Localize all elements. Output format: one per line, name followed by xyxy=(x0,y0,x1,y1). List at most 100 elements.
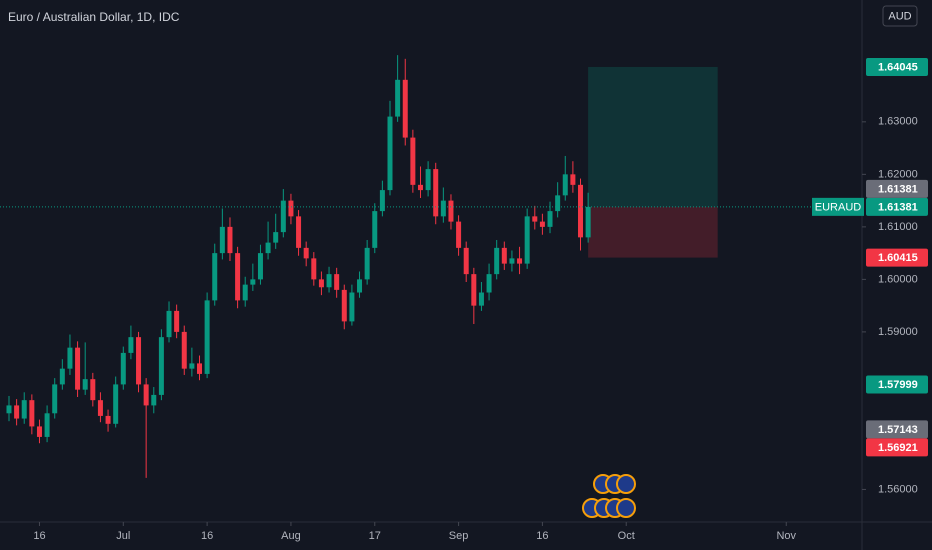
candle-body xyxy=(21,400,27,419)
x-tick-label: 16 xyxy=(33,530,45,542)
candle-body xyxy=(448,200,454,222)
candle-body xyxy=(364,247,370,280)
y-tick-label: 1.59000 xyxy=(878,326,918,338)
candle-body xyxy=(478,292,484,306)
price-badge xyxy=(866,179,928,198)
price-badge xyxy=(866,197,928,216)
symbol-label: EURAUD xyxy=(815,201,862,213)
candle-body xyxy=(181,331,187,369)
price-badge-label: 1.60415 xyxy=(878,252,918,264)
candle-body xyxy=(288,200,294,217)
y-tick-label: 1.63000 xyxy=(878,116,918,128)
candle-body xyxy=(486,274,492,293)
price-badge xyxy=(866,375,928,394)
candle-body xyxy=(82,379,88,390)
candle-body xyxy=(417,184,423,191)
candle-body xyxy=(463,247,469,275)
x-tick-label: 16 xyxy=(536,530,548,542)
y-tick-label: 1.62000 xyxy=(878,168,918,180)
candle-body xyxy=(372,211,378,248)
candle-body xyxy=(532,216,538,222)
chart-title: Euro / Australian Dollar, 1D, IDC xyxy=(8,10,180,24)
candle-body xyxy=(341,289,347,322)
candle-body xyxy=(578,184,584,238)
candle-body xyxy=(136,337,142,385)
candle-body xyxy=(303,247,309,259)
candle-body xyxy=(280,200,286,233)
candle-body xyxy=(14,405,20,419)
candle-body xyxy=(257,253,263,280)
price-badge xyxy=(866,57,928,76)
candle-body xyxy=(471,274,477,306)
candle-body xyxy=(501,247,507,264)
candle-body xyxy=(425,169,431,191)
currency[interactable]: AUD xyxy=(888,10,911,22)
candle-body xyxy=(509,258,515,264)
candle-body xyxy=(585,206,591,238)
price-badge-label: 1.56921 xyxy=(878,442,918,454)
candle-body xyxy=(250,279,256,285)
candle-body xyxy=(570,174,576,185)
candle-body xyxy=(524,216,530,264)
price-badge-label: 1.57999 xyxy=(878,379,918,391)
candle-body xyxy=(120,352,126,385)
candle-body xyxy=(204,300,210,374)
candle-body xyxy=(75,347,81,390)
price-badge xyxy=(866,438,928,457)
candle-body xyxy=(395,79,401,117)
candle-body xyxy=(59,368,65,385)
candle-body xyxy=(105,415,111,424)
candle-body xyxy=(357,279,363,293)
price-badge xyxy=(866,420,928,439)
x-tick-label: 16 xyxy=(201,530,213,542)
candle-body xyxy=(311,258,317,280)
candle-body xyxy=(235,253,241,301)
candle-body xyxy=(189,363,195,369)
event-icon[interactable] xyxy=(616,474,636,494)
x-tick-label: Oct xyxy=(618,530,635,542)
candle-body xyxy=(517,258,523,264)
candle-body xyxy=(97,400,103,416)
candle-body xyxy=(402,79,408,138)
x-tick-label: Jul xyxy=(116,530,130,542)
price-badge-label: 1.64045 xyxy=(878,61,918,73)
candle-body xyxy=(67,347,73,369)
candle-body xyxy=(456,221,462,248)
candle-body xyxy=(547,211,553,227)
candle-body xyxy=(334,274,340,290)
event-icons[interactable] xyxy=(582,474,636,518)
candle-body xyxy=(166,310,172,338)
candle-body xyxy=(440,200,446,217)
event-icon[interactable] xyxy=(616,498,636,518)
candle-body xyxy=(128,337,134,353)
currency-box[interactable] xyxy=(882,5,918,27)
candle-body xyxy=(113,384,119,424)
x-tick-label: Sep xyxy=(449,530,469,542)
candle-body xyxy=(196,363,202,374)
candle-body xyxy=(379,190,385,212)
candle-body xyxy=(433,169,439,217)
price-badge-label: 1.61381 xyxy=(878,201,918,213)
price-badge-label: 1.61381 xyxy=(878,183,918,195)
candle-body xyxy=(44,413,50,437)
y-tick-label: 1.60000 xyxy=(878,273,918,285)
price-badge-label: 1.57143 xyxy=(878,424,918,436)
candle-body xyxy=(242,284,248,301)
candle-body xyxy=(90,379,96,401)
candle-body xyxy=(212,253,218,301)
candle-body xyxy=(52,384,58,414)
x-tick-label: 17 xyxy=(369,530,381,542)
candle-body xyxy=(151,394,157,406)
candle-body xyxy=(143,384,149,406)
candle-body xyxy=(227,226,233,254)
candle-body xyxy=(296,216,302,248)
candle-body xyxy=(326,274,332,288)
stop-zone xyxy=(588,206,718,258)
candle-body xyxy=(158,337,164,395)
candle-body xyxy=(562,174,568,196)
candle-body xyxy=(349,292,355,322)
candle-body xyxy=(265,242,271,254)
